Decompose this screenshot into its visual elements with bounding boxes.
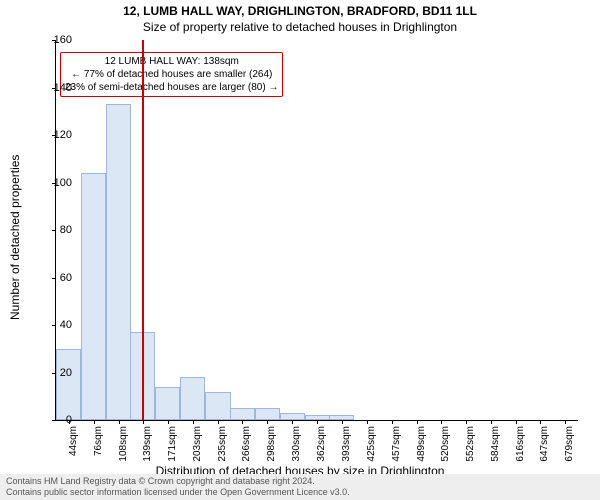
xtick-label: 108sqm	[118, 426, 129, 466]
xtick-mark	[317, 420, 318, 424]
xtick-mark	[267, 420, 268, 424]
xtick-mark	[367, 420, 368, 424]
xtick-mark	[193, 420, 194, 424]
ytick-label: 20	[52, 367, 72, 379]
ytick-label: 120	[52, 129, 72, 141]
xtick-label: 616sqm	[515, 426, 526, 466]
xtick-mark	[168, 420, 169, 424]
xtick-label: 76sqm	[93, 426, 104, 466]
xtick-mark	[540, 420, 541, 424]
xtick-mark	[94, 420, 95, 424]
bar	[180, 377, 205, 420]
y-axis-label: Number of detached properties	[8, 155, 22, 320]
xtick-label: 171sqm	[167, 426, 178, 466]
xtick-label: 235sqm	[217, 426, 228, 466]
xtick-label: 489sqm	[416, 426, 427, 466]
xtick-mark	[218, 420, 219, 424]
xtick-label: 552sqm	[465, 426, 476, 466]
bar	[56, 349, 81, 420]
plot-area: 12 LUMB HALL WAY: 138sqm ← 77% of detach…	[55, 40, 578, 421]
xtick-mark	[466, 420, 467, 424]
xtick-mark	[491, 420, 492, 424]
bar	[155, 387, 180, 420]
footer: Contains HM Land Registry data © Crown c…	[0, 474, 600, 500]
xtick-label: 44sqm	[68, 426, 79, 466]
xtick-mark	[441, 420, 442, 424]
xtick-label: 425sqm	[366, 426, 377, 466]
xtick-mark	[143, 420, 144, 424]
bar	[81, 173, 106, 420]
chart-container: 12, LUMB HALL WAY, DRIGHLINGTON, BRADFOR…	[0, 0, 600, 500]
ytick-label: 100	[52, 177, 72, 189]
annotation-line1: 12 LUMB HALL WAY: 138sqm	[65, 55, 278, 68]
bar	[280, 413, 305, 420]
annotation-line2: ← 77% of detached houses are smaller (26…	[65, 68, 278, 81]
reference-line	[142, 40, 144, 420]
xtick-label: 584sqm	[490, 426, 501, 466]
xtick-mark	[516, 420, 517, 424]
xtick-mark	[417, 420, 418, 424]
xtick-label: 298sqm	[266, 426, 277, 466]
title-main: 12, LUMB HALL WAY, DRIGHLINGTON, BRADFOR…	[0, 4, 600, 18]
bar	[106, 104, 131, 420]
ytick-label: 80	[52, 224, 72, 236]
xtick-label: 520sqm	[440, 426, 451, 466]
xtick-mark	[392, 420, 393, 424]
xtick-label: 679sqm	[564, 426, 575, 466]
xtick-label: 203sqm	[192, 426, 203, 466]
xtick-mark	[342, 420, 343, 424]
xtick-label: 139sqm	[142, 426, 153, 466]
xtick-label: 457sqm	[391, 426, 402, 466]
xtick-label: 393sqm	[341, 426, 352, 466]
xtick-mark	[242, 420, 243, 424]
ytick-label: 60	[52, 272, 72, 284]
bar	[230, 408, 255, 420]
xtick-mark	[119, 420, 120, 424]
ytick-label: 140	[52, 82, 72, 94]
xtick-mark	[565, 420, 566, 424]
ytick-label: 40	[52, 319, 72, 331]
annotation-line3: 23% of semi-detached houses are larger (…	[65, 81, 278, 94]
xtick-mark	[292, 420, 293, 424]
footer-line2: Contains public sector information licen…	[6, 487, 594, 498]
ytick-label: 0	[52, 414, 72, 426]
ytick-label: 160	[52, 34, 72, 46]
xtick-label: 647sqm	[539, 426, 550, 466]
title-sub: Size of property relative to detached ho…	[0, 20, 600, 34]
xtick-label: 362sqm	[316, 426, 327, 466]
xtick-label: 266sqm	[241, 426, 252, 466]
bar	[205, 392, 230, 421]
xtick-label: 330sqm	[291, 426, 302, 466]
footer-line1: Contains HM Land Registry data © Crown c…	[6, 476, 594, 487]
bar	[255, 408, 280, 420]
annotation-box: 12 LUMB HALL WAY: 138sqm ← 77% of detach…	[60, 52, 283, 97]
